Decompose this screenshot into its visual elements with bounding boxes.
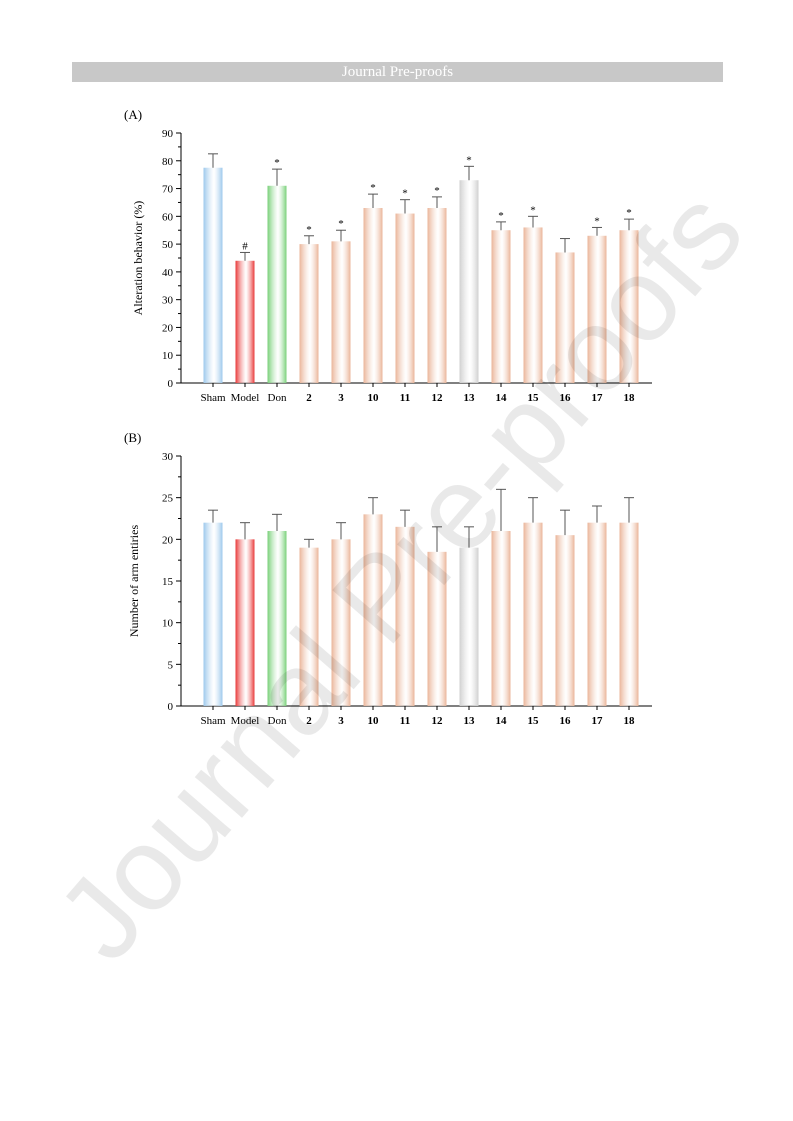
bar [267,185,287,383]
x-tick-label: 15 [528,715,540,727]
x-tick-label: 14 [496,392,508,404]
x-tick-label: 18 [624,392,636,404]
x-tick-label: 10 [368,392,380,404]
y-tick-label: 0 [168,701,174,713]
bar [619,522,639,706]
bar [555,535,575,706]
x-tick-label: 13 [464,392,476,404]
x-tick-label: Don [268,715,287,727]
bar [491,230,511,383]
significance-marker: * [402,188,408,200]
journal-header-title: Journal Pre-proofs [341,64,454,80]
x-tick-label: 2 [306,715,312,727]
bar [363,514,383,706]
x-tick-label: 3 [338,715,344,727]
bar [587,522,607,706]
bar [395,213,415,383]
panel-label-a: (A) [124,107,143,122]
x-tick-label: 17 [592,715,604,727]
x-tick-label: 10 [368,715,380,727]
y-tick-label: 50 [162,239,174,251]
bar [427,208,447,383]
bar [331,539,351,706]
x-tick-label: 13 [464,715,476,727]
significance-marker: # [242,240,248,252]
bar [203,167,223,383]
bar [427,551,447,706]
bar [523,227,543,383]
x-tick-label: 3 [338,392,344,404]
significance-marker: * [594,215,600,227]
y-axis-label: Number of arm entiries [127,525,141,638]
bar [587,235,607,383]
significance-marker: * [434,185,440,197]
x-tick-label: 11 [400,392,410,404]
y-tick-label: 0 [168,378,174,390]
x-tick-label: 11 [400,715,410,727]
bar [331,241,351,383]
x-tick-label: 12 [432,715,444,727]
x-tick-label: 17 [592,392,604,404]
bar [235,260,255,383]
significance-marker: * [370,182,376,194]
x-tick-label: 16 [560,715,572,727]
significance-marker: * [274,157,280,169]
y-tick-label: 60 [162,211,174,223]
x-tick-label: Sham [200,715,226,727]
y-tick-label: 90 [162,128,174,140]
significance-marker: * [530,204,536,216]
significance-marker: * [626,207,632,219]
significance-marker: * [498,210,504,222]
bar [619,230,639,383]
y-tick-label: 20 [162,534,174,546]
significance-marker: * [306,224,312,236]
bar [555,252,575,383]
bar [299,244,319,383]
x-tick-label: 2 [306,392,312,404]
y-axis-label: Alteration behavior (%) [131,201,145,316]
bar [395,526,415,706]
y-tick-label: 40 [162,267,174,279]
x-tick-label: Don [268,392,287,404]
bar [235,539,255,706]
significance-marker: * [466,154,472,166]
x-tick-label: Model [231,392,260,404]
bar [491,531,511,706]
x-tick-label: 16 [560,392,572,404]
y-tick-label: 10 [162,350,174,362]
bar [267,531,287,706]
y-tick-label: 30 [162,451,174,463]
x-tick-label: 15 [528,392,540,404]
y-tick-label: 15 [162,576,174,588]
x-tick-label: 12 [432,392,444,404]
significance-marker: * [338,218,344,230]
y-tick-label: 30 [162,295,174,307]
bar [363,208,383,383]
y-tick-label: 70 [162,184,174,196]
bar [459,180,479,383]
y-tick-label: 5 [168,659,174,671]
x-tick-label: 14 [496,715,508,727]
bar [523,522,543,706]
panel-label-b: (B) [124,430,142,445]
journal-header-bar: Journal Pre-proofs [72,62,723,82]
y-tick-label: 80 [162,156,174,168]
y-tick-label: 10 [162,618,174,630]
x-tick-label: 18 [624,715,636,727]
x-tick-label: Model [231,715,260,727]
y-tick-label: 25 [162,493,174,505]
bar [459,547,479,706]
y-tick-label: 20 [162,322,174,334]
bar [299,547,319,706]
x-tick-label: Sham [200,392,226,404]
bar [203,522,223,706]
